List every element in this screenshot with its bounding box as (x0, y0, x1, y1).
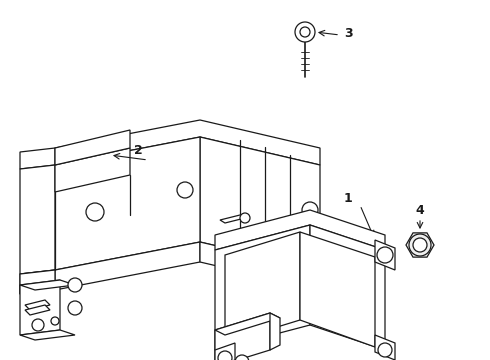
Polygon shape (406, 233, 434, 257)
Polygon shape (215, 225, 310, 350)
Polygon shape (200, 137, 320, 270)
Polygon shape (55, 120, 320, 165)
Circle shape (68, 278, 82, 292)
Polygon shape (20, 270, 55, 294)
Circle shape (300, 27, 310, 37)
Polygon shape (55, 148, 130, 192)
Polygon shape (20, 148, 55, 169)
Text: 2: 2 (134, 144, 143, 157)
Polygon shape (25, 300, 50, 310)
Polygon shape (20, 330, 75, 340)
Polygon shape (55, 130, 130, 165)
Polygon shape (215, 313, 270, 360)
Circle shape (68, 301, 82, 315)
Circle shape (302, 232, 318, 248)
Circle shape (218, 351, 232, 360)
Polygon shape (310, 225, 385, 350)
Circle shape (302, 202, 318, 218)
Text: 3: 3 (343, 27, 352, 40)
Polygon shape (20, 165, 55, 274)
Circle shape (32, 319, 44, 331)
Circle shape (295, 22, 315, 42)
Polygon shape (55, 242, 200, 290)
Circle shape (240, 213, 250, 223)
Circle shape (86, 203, 104, 221)
Circle shape (235, 355, 249, 360)
Polygon shape (215, 343, 235, 360)
Text: 4: 4 (416, 203, 424, 216)
Circle shape (51, 317, 59, 325)
Text: 1: 1 (343, 192, 352, 204)
Polygon shape (20, 270, 55, 294)
Polygon shape (270, 313, 280, 350)
Polygon shape (300, 232, 375, 347)
Polygon shape (20, 280, 75, 290)
Polygon shape (215, 210, 385, 250)
Polygon shape (220, 215, 245, 223)
Circle shape (378, 343, 392, 357)
Polygon shape (225, 232, 300, 343)
Polygon shape (375, 335, 395, 360)
Polygon shape (215, 313, 280, 335)
Circle shape (413, 238, 427, 252)
Polygon shape (375, 240, 395, 270)
Polygon shape (200, 242, 320, 290)
Circle shape (377, 247, 393, 263)
Polygon shape (25, 305, 50, 315)
Polygon shape (20, 280, 60, 335)
Circle shape (177, 182, 193, 198)
Polygon shape (55, 137, 200, 270)
